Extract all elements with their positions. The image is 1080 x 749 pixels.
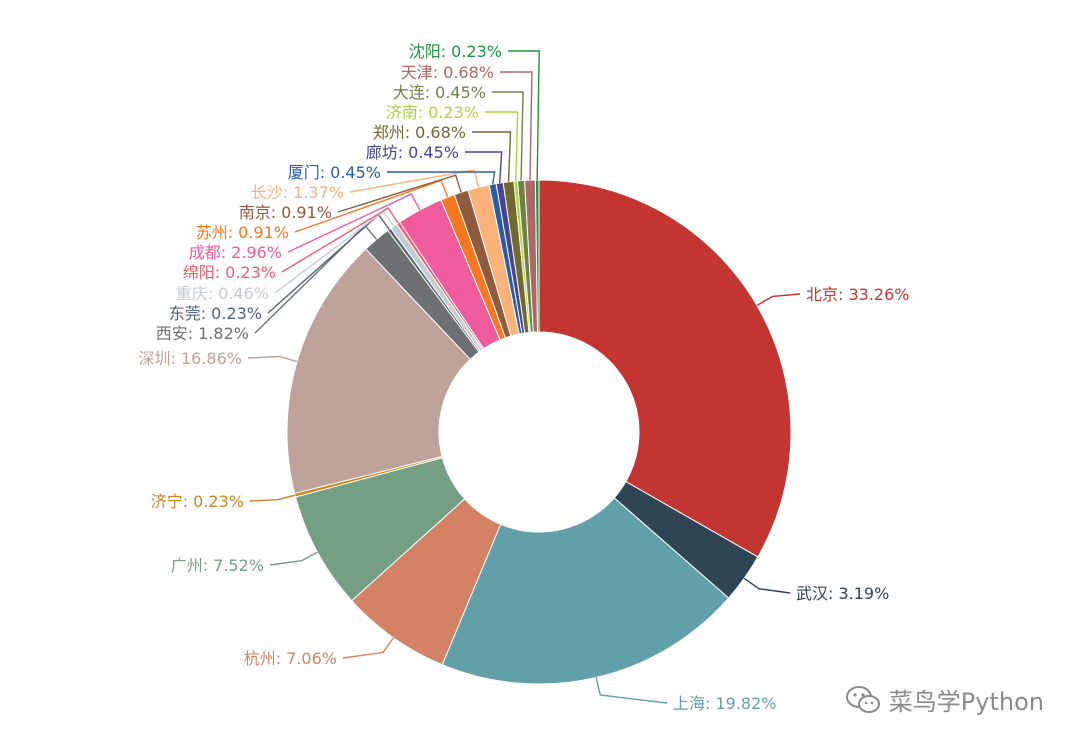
slice-label-8: 东莞: 0.23% [169, 304, 262, 323]
label-line-3 [342, 637, 395, 659]
label-line-13 [337, 174, 462, 213]
watermark-text: 菜鸟学Python [888, 688, 1044, 716]
label-line-20 [500, 71, 533, 181]
pie-slice-2 [441, 497, 730, 685]
pie-slice-0 [538, 179, 792, 558]
label-line-4 [269, 551, 318, 566]
label-line-21 [508, 50, 540, 181]
slice-label-19: 大连: 0.45% [393, 83, 486, 102]
label-line-10 [281, 207, 399, 273]
label-line-19 [492, 91, 524, 181]
slice-label-17: 郑州: 0.68% [373, 123, 466, 142]
slice-label-16: 廊坊: 0.45% [366, 143, 459, 162]
slice-label-18: 济南: 0.23% [386, 103, 479, 122]
slice-label-2: 上海: 19.82% [673, 694, 777, 713]
slice-label-12: 苏州: 0.91% [196, 223, 289, 242]
label-line-2 [595, 677, 668, 704]
label-line-11 [287, 193, 421, 253]
label-line-18 [485, 111, 519, 182]
slice-label-21: 沈阳: 0.23% [409, 42, 502, 61]
label-line-15 [387, 171, 496, 185]
label-line-5 [249, 494, 296, 502]
slice-label-13: 南京: 0.91% [239, 203, 332, 222]
pie-slice-6 [286, 248, 471, 495]
slice-label-3: 杭州: 7.06% [244, 649, 337, 668]
watermark: 菜鸟学Python [845, 682, 1044, 717]
slice-label-7: 西安: 1.82% [156, 324, 249, 343]
pie-slice-21 [534, 179, 540, 333]
slice-label-10: 绵阳: 0.23% [183, 263, 276, 282]
slice-label-9: 重庆: 0.46% [176, 284, 269, 303]
label-line-6 [247, 355, 298, 363]
slice-label-1: 武汉: 3.19% [796, 584, 889, 603]
label-line-17 [472, 131, 512, 182]
slice-label-11: 成都: 2.96% [189, 243, 282, 262]
label-line-16 [465, 151, 503, 184]
label-line-14 [349, 169, 480, 193]
label-line-0 [756, 293, 801, 307]
slice-label-20: 天津: 0.68% [401, 63, 494, 82]
slice-label-4: 广州: 7.52% [171, 556, 264, 575]
slice-label-5: 济宁: 0.23% [151, 492, 244, 511]
slice-label-0: 北京: 33.26% [806, 285, 910, 304]
slice-label-6: 深圳: 16.86% [139, 349, 243, 368]
label-line-1 [743, 577, 791, 594]
slice-label-14: 长沙: 1.37% [251, 183, 344, 202]
slice-label-15: 厦门: 0.45% [288, 163, 381, 182]
wechat-icon [845, 685, 880, 713]
